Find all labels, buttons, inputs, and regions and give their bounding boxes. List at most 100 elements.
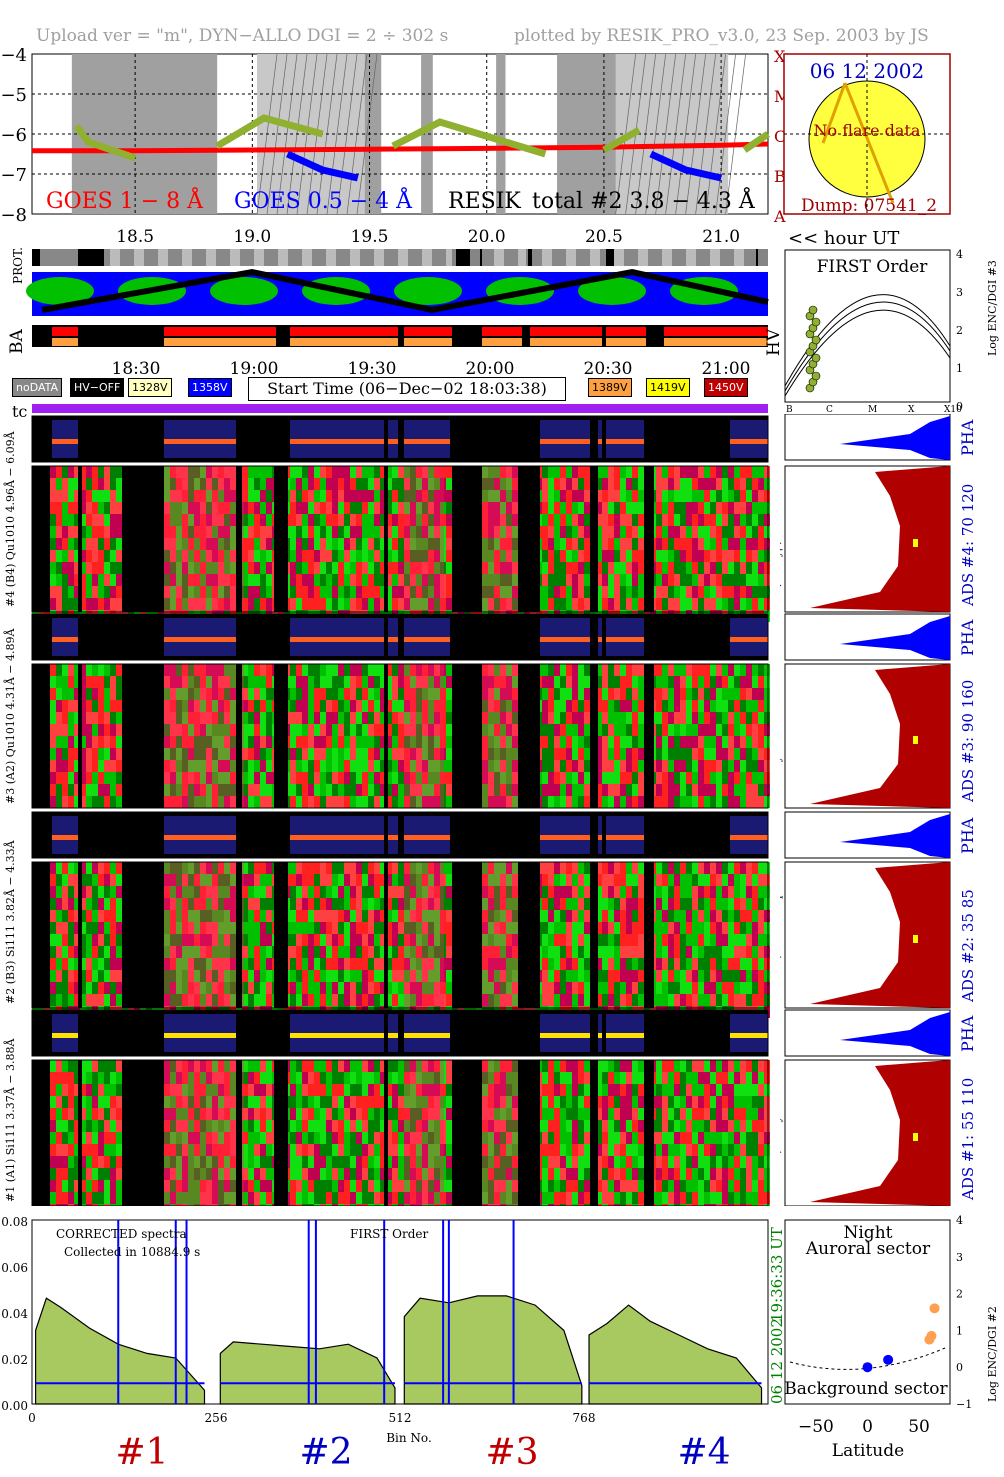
spec-cell xyxy=(248,598,254,610)
spec-cell xyxy=(602,550,608,562)
spec-cell xyxy=(596,922,602,934)
spec-cell xyxy=(176,982,182,994)
spec-cell xyxy=(698,490,704,502)
spec-cell xyxy=(194,748,200,760)
spec-cell xyxy=(74,886,80,898)
spec-cell xyxy=(584,526,590,538)
spec-cell xyxy=(542,724,548,736)
spec-cell xyxy=(482,772,488,784)
orbit-track xyxy=(41,268,769,314)
spec-cell xyxy=(116,550,122,562)
spec-cell xyxy=(428,922,434,934)
spec-cell xyxy=(74,688,80,700)
spec-cell xyxy=(698,910,704,922)
spec-cell xyxy=(224,466,230,478)
spec-cell xyxy=(326,748,332,760)
spec-cell xyxy=(422,772,428,784)
spec-cell xyxy=(542,574,548,586)
spec-cell xyxy=(182,994,188,1006)
spec-cell xyxy=(164,562,170,574)
spec-cell xyxy=(572,934,578,946)
spec-cell xyxy=(200,562,206,574)
spec-cell xyxy=(266,922,272,934)
spec-cell xyxy=(506,712,512,724)
spec-cell xyxy=(362,478,368,490)
spec-cell xyxy=(692,958,698,970)
spec-cell xyxy=(224,934,230,946)
spec-cell xyxy=(500,772,506,784)
spec-cell xyxy=(392,526,398,538)
spec-cell xyxy=(488,748,494,760)
spec-cell xyxy=(704,922,710,934)
spec-cell xyxy=(98,562,104,574)
spec-cell xyxy=(482,700,488,712)
spec-gap xyxy=(274,416,288,462)
spec-cell xyxy=(410,712,416,724)
spec-cell xyxy=(200,688,206,700)
spec-cell xyxy=(194,886,200,898)
spec-cell xyxy=(320,478,326,490)
spec-cell xyxy=(116,688,122,700)
spec-cell xyxy=(194,514,200,526)
spec-cell xyxy=(86,958,92,970)
spec-cell xyxy=(596,862,602,874)
hatch-line xyxy=(705,53,726,215)
spec-cell xyxy=(584,724,590,736)
spec-cell xyxy=(188,712,194,724)
spec-gap xyxy=(32,862,50,1008)
spec-cell xyxy=(266,994,272,1006)
spec-cell xyxy=(206,862,212,874)
spec-cell xyxy=(506,526,512,538)
spec-cell xyxy=(116,970,122,982)
spec-cell xyxy=(404,574,410,586)
spec-cell xyxy=(266,970,272,982)
spec-cell xyxy=(332,970,338,982)
spec-cell xyxy=(620,784,626,796)
spec-cell xyxy=(446,874,452,886)
spec-cell xyxy=(512,664,518,676)
spec-cell xyxy=(716,898,722,910)
spec-cell xyxy=(638,922,644,934)
spec-cell xyxy=(326,934,332,946)
spec-cell xyxy=(314,898,320,910)
spec-cell xyxy=(758,862,764,874)
spec-cell xyxy=(584,490,590,502)
spec-cell xyxy=(632,586,638,598)
spec-cell xyxy=(260,562,266,574)
spec-cell xyxy=(746,562,752,574)
spec-cell xyxy=(506,934,512,946)
spec-cell xyxy=(194,796,200,808)
spec-cell xyxy=(104,946,110,958)
spec-cell xyxy=(302,934,308,946)
spec-cell xyxy=(566,886,572,898)
spec-cell xyxy=(542,598,548,610)
spec-cell xyxy=(734,934,740,946)
spec-cell xyxy=(602,688,608,700)
spec-cell xyxy=(566,862,572,874)
spec-cell xyxy=(710,784,716,796)
spec-cell xyxy=(626,736,632,748)
spec-cell xyxy=(482,676,488,688)
spec-cell xyxy=(194,550,200,562)
spec-cell xyxy=(194,676,200,688)
spec-cell xyxy=(482,796,488,808)
spec-cell xyxy=(254,724,260,736)
spec-cell xyxy=(638,772,644,784)
spec-cell xyxy=(302,958,308,970)
spec-cell xyxy=(428,862,434,874)
spec-cell xyxy=(512,784,518,796)
spec-cell xyxy=(326,862,332,874)
spec-cell xyxy=(80,898,86,910)
spec-cell xyxy=(92,724,98,736)
spec-cell xyxy=(734,796,740,808)
spec-cell xyxy=(350,586,356,598)
spec-cell xyxy=(638,724,644,736)
spec-cell xyxy=(290,538,296,550)
first-order-point xyxy=(811,317,821,327)
spec-cell xyxy=(764,724,770,736)
spec-cell xyxy=(296,796,302,808)
spec-cell xyxy=(434,784,440,796)
spec-cell xyxy=(56,982,62,994)
spec-cell xyxy=(374,688,380,700)
spec-cell xyxy=(662,676,668,688)
